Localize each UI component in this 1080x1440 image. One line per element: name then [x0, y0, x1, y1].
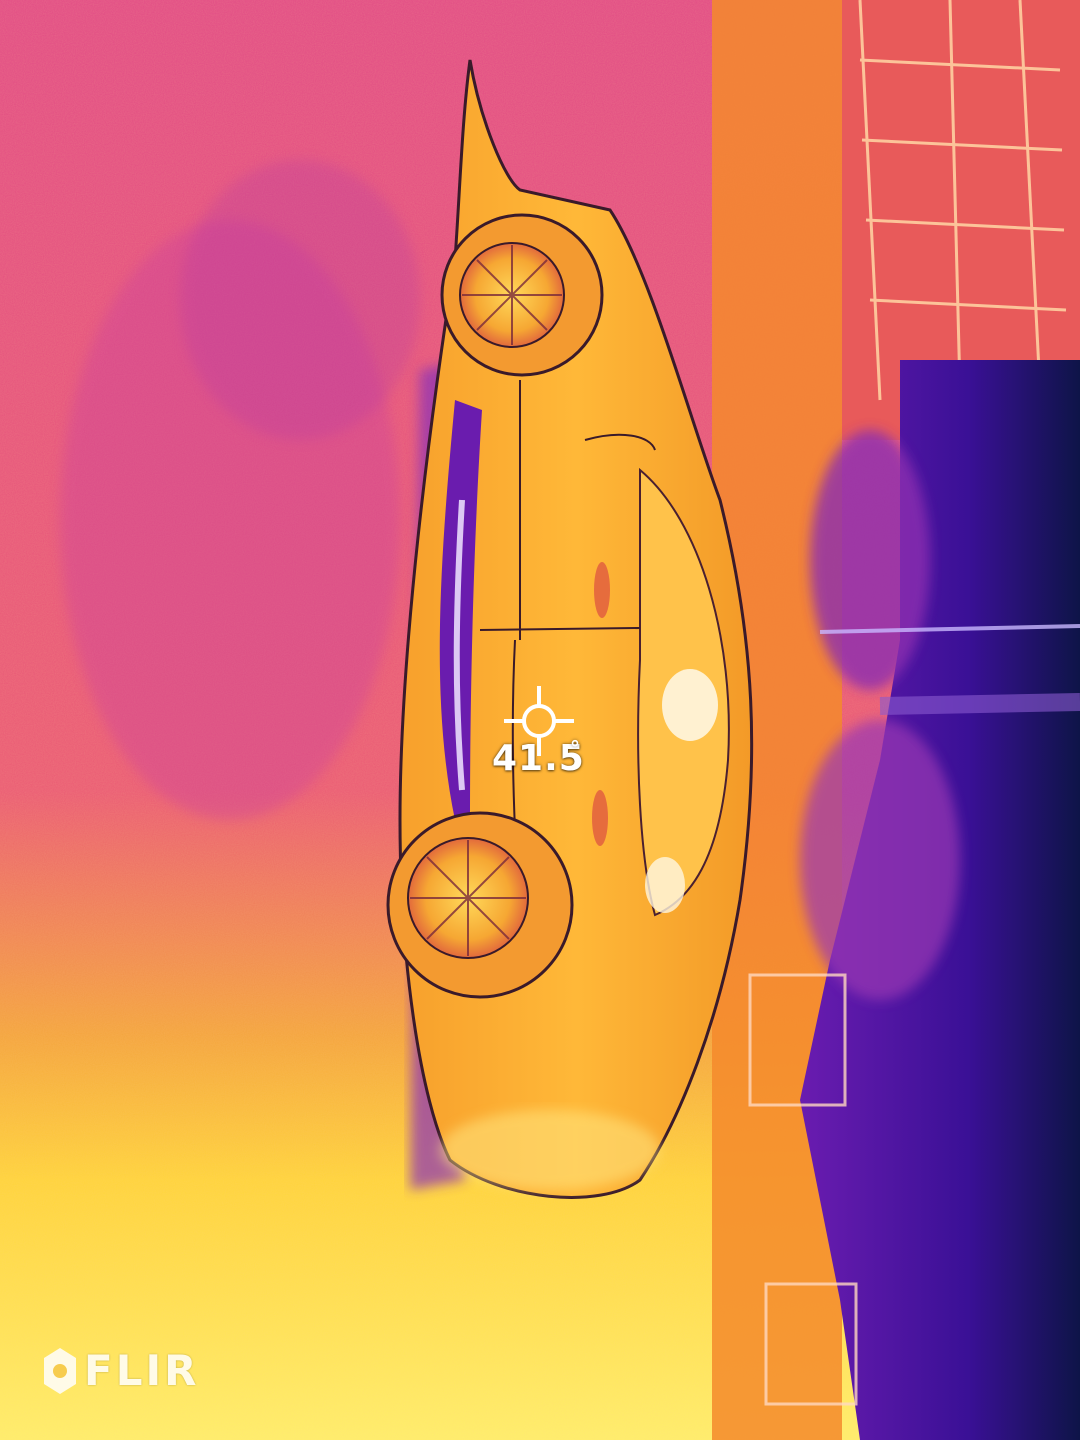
flir-mark-icon — [44, 1348, 76, 1394]
temperature-unit: ° — [570, 736, 580, 760]
wheel-rear — [386, 811, 574, 999]
crosshair-icon — [504, 686, 574, 756]
flir-brand-text: FLIR — [84, 1346, 200, 1395]
temperature-value: 41.5 — [492, 738, 585, 779]
flir-logo: FLIR — [40, 1346, 220, 1396]
spot-temperature-readout: 41.5 ° — [492, 736, 612, 792]
